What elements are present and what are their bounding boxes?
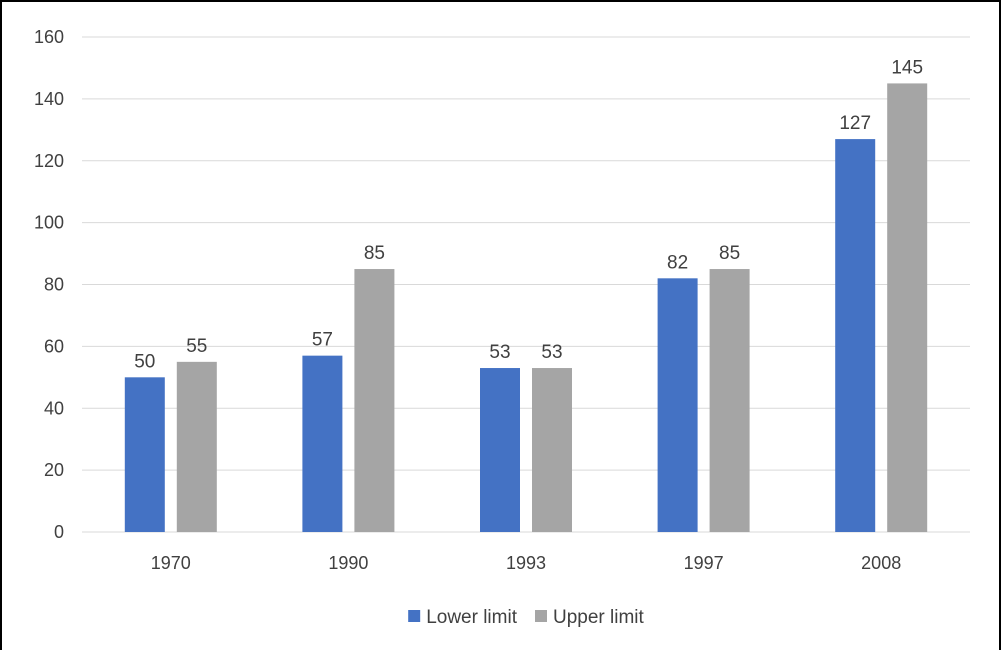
- x-tick-label: 1993: [506, 553, 546, 573]
- x-tick-label: 1990: [328, 553, 368, 573]
- bar-lower-limit-1993: [480, 368, 520, 532]
- legend-label: Upper limit: [553, 607, 645, 628]
- x-tick-label: 1997: [684, 553, 724, 573]
- data-label: 50: [134, 351, 155, 372]
- data-label: 85: [719, 243, 740, 264]
- bar-upper-limit-1970: [176, 361, 217, 532]
- y-tick-label: 160: [34, 27, 64, 47]
- x-tick-label: 1970: [151, 553, 191, 573]
- bar-lower-limit-1970: [124, 377, 165, 532]
- y-tick-label: 80: [44, 275, 64, 295]
- data-label: 57: [312, 330, 333, 351]
- bar-lower-limit-2008: [835, 139, 876, 532]
- legend: Lower limit Upper limit: [408, 607, 645, 628]
- data-label: 145: [891, 57, 923, 78]
- y-tick-label: 20: [44, 460, 64, 480]
- y-tick-label: 40: [44, 398, 64, 418]
- legend-swatch: [408, 610, 421, 622]
- data-label: 127: [839, 113, 871, 134]
- bar-lower-limit-1997: [657, 278, 698, 532]
- y-tick-label: 0: [54, 522, 64, 542]
- legend-swatch: [535, 610, 547, 622]
- y-tick-label: 100: [34, 213, 64, 233]
- y-tick-label: 60: [44, 336, 64, 356]
- x-tick-label: 2008: [861, 553, 901, 573]
- legend-label: Lower limit: [426, 607, 518, 628]
- data-label: 53: [489, 342, 510, 363]
- bar-upper-limit-1990: [354, 269, 395, 532]
- bar-upper-limit-2008: [887, 83, 928, 532]
- legend-item: Upper limit: [535, 607, 645, 628]
- data-label: 82: [667, 252, 688, 273]
- y-axis-ticks: 0 20 40 60 80 100 120 140 160: [34, 27, 64, 542]
- data-labels: 50 55 57 85 53 53 82 85 127 145: [134, 57, 923, 372]
- x-axis-ticks: 1970 1990 1993 1997 2008: [151, 553, 901, 573]
- y-tick-label: 140: [34, 89, 64, 109]
- bar-upper-limit-1997: [709, 269, 750, 532]
- bars: [124, 83, 928, 532]
- gridlines: [82, 36, 970, 533]
- data-label: 85: [364, 243, 385, 264]
- bar-upper-limit-1993: [532, 368, 572, 532]
- data-label: 55: [186, 336, 207, 357]
- bar-lower-limit-1990: [302, 355, 343, 532]
- legend-item: Lower limit: [408, 607, 518, 628]
- y-tick-label: 120: [34, 151, 64, 171]
- data-label: 53: [541, 342, 562, 363]
